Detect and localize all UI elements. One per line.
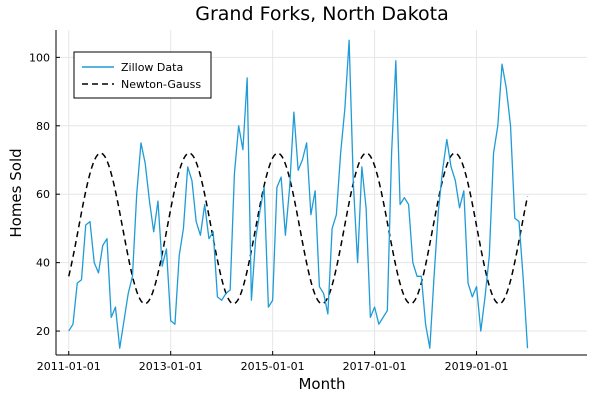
y-tick-label: 60 (36, 188, 50, 201)
x-tick-label: 2017-01-01 (343, 360, 407, 373)
series-line-zillow-data (68, 39, 529, 349)
x-axis-ticks: 2011-01-01 2013-01-01 2015-01-01 2017-01-01… (37, 351, 509, 373)
y-tick-label: 20 (36, 325, 50, 338)
y-axis-title: Homes Sold (7, 148, 25, 237)
x-tick-label: 2013-01-01 (139, 360, 203, 373)
gridlines (56, 30, 587, 355)
legend-label-newton-gauss: Newton-Gauss (121, 78, 201, 91)
legend-label-zillow-data: Zillow Data (121, 61, 183, 74)
legend-box (73, 51, 212, 99)
y-tick-label: 80 (36, 120, 50, 133)
chart-title: Grand Forks, North Dakota (195, 3, 449, 25)
series-layer (68, 39, 529, 349)
y-tick-label: 40 (36, 257, 50, 270)
x-axis-title: Month (298, 375, 345, 393)
legend: Zillow Data Newton-Gauss (73, 51, 212, 99)
x-tick-label: 2015-01-01 (241, 360, 305, 373)
series-line-newton-gauss (68, 152, 529, 305)
y-axis-ticks: 20 40 60 80 100 (29, 51, 60, 338)
x-tick-label: 2011-01-01 (37, 360, 101, 373)
y-tick-label: 100 (29, 51, 50, 64)
x-tick-label: 2019-01-01 (445, 360, 509, 373)
